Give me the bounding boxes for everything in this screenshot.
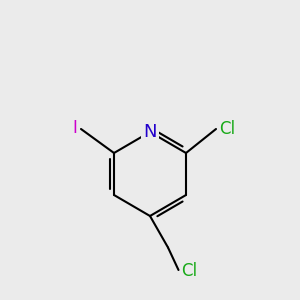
Text: I: I [73, 119, 77, 137]
Text: Cl: Cl [219, 120, 235, 138]
Text: N: N [143, 123, 157, 141]
Text: Cl: Cl [182, 262, 198, 280]
